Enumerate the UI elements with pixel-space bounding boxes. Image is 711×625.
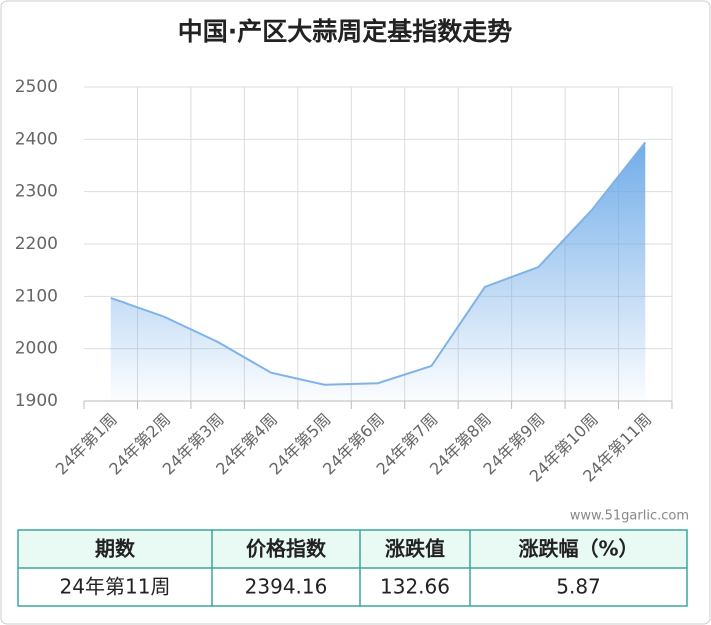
table-cell: 2394.16 — [245, 575, 328, 599]
y-tick-label: 2000 — [15, 339, 58, 359]
table-header-cell: 涨跌值 — [385, 537, 445, 561]
table-header-cell: 价格指数 — [246, 537, 327, 561]
line — [110, 141, 647, 386]
table-header-cell: 涨跌幅（%） — [518, 537, 638, 561]
y-tick-label: 2300 — [15, 182, 58, 202]
y-tick-label: 1900 — [15, 391, 58, 411]
y-tick-label: 2200 — [15, 234, 58, 254]
chart-title: 中国·产区大蒜周定基指数走势 — [178, 17, 513, 46]
table-cell: 5.87 — [556, 575, 601, 599]
area — [110, 142, 646, 402]
y-tick-label: 2100 — [15, 286, 58, 306]
y-tick-label: 2500 — [15, 77, 58, 97]
table-cell: 132.66 — [380, 575, 450, 599]
watermark: www.51garlic.com — [570, 509, 689, 524]
y-tick-label: 2400 — [15, 129, 58, 149]
table: 期数 价格指数 涨跌值 涨跌幅（%） 24年第11周 2394.16 132.66 5.87 — [17, 529, 688, 607]
table-header-cell: 期数 — [95, 537, 136, 561]
table-header-bg — [18, 530, 687, 568]
table-cell: 24年第11周 — [60, 575, 171, 599]
